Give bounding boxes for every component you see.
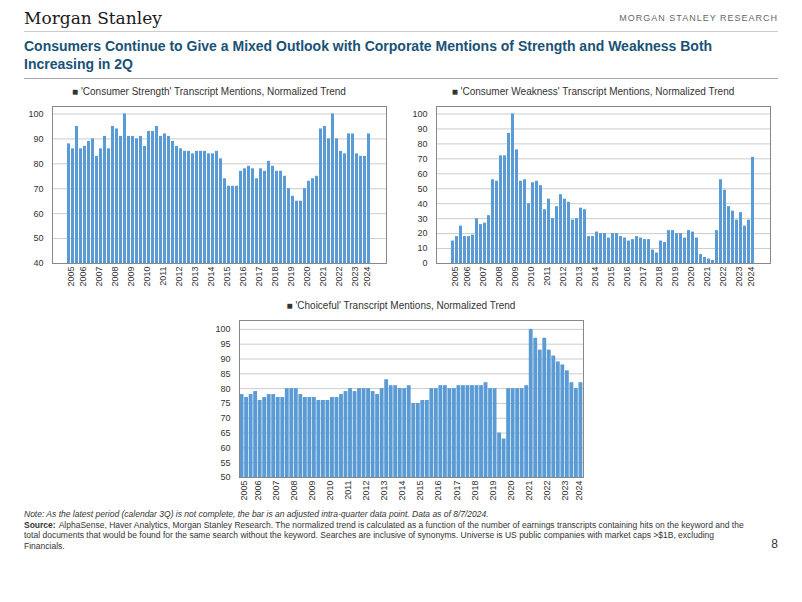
svg-text:60: 60 <box>33 209 43 219</box>
html-text:Consumers Continue to Give a M: Consumers Continue to Give a Mixed Outlo… <box>24 38 713 72</box>
svg-text:2009: 2009 <box>510 267 520 287</box>
svg-text:0: 0 <box>422 258 427 268</box>
svg-text:40: 40 <box>417 199 427 209</box>
svg-text:100: 100 <box>28 109 43 119</box>
svg-text:2016: 2016 <box>622 267 632 287</box>
svg-text:2018: 2018 <box>270 267 280 287</box>
svg-text:100: 100 <box>412 109 427 119</box>
svg-text:2022: 2022 <box>334 267 344 287</box>
svg-text:10: 10 <box>417 243 427 253</box>
svg-text:2019: 2019 <box>670 267 680 287</box>
svg-text:2005: 2005 <box>239 481 249 501</box>
svg-text:2023: 2023 <box>560 481 570 501</box>
svg-text:2006: 2006 <box>253 481 263 501</box>
svg-text:2019: 2019 <box>286 267 296 287</box>
svg-text:80: 80 <box>33 159 43 169</box>
svg-text:2024: 2024 <box>746 267 756 287</box>
svg-text:2021: 2021 <box>318 267 328 287</box>
html-text:Source: AlphaSense, Haver Anal: Source: AlphaSense, Haver Analytics, Mor… <box>24 519 744 551</box>
svg-text:2013: 2013 <box>574 267 584 287</box>
svg-text:80: 80 <box>220 384 230 394</box>
html-text:MORGAN STANLEY RESEARCH: MORGAN STANLEY RESEARCH <box>619 13 778 23</box>
svg-text:2007: 2007 <box>271 481 281 501</box>
svg-text:2009: 2009 <box>126 267 136 287</box>
svg-text:2022: 2022 <box>718 267 728 287</box>
svg-text:2017: 2017 <box>452 481 462 501</box>
svg-text:2013: 2013 <box>379 481 389 501</box>
svg-text:70: 70 <box>220 413 230 423</box>
svg-text:40: 40 <box>33 258 43 268</box>
svg-text:2021: 2021 <box>524 481 534 501</box>
svg-text:2013: 2013 <box>190 267 200 287</box>
html-text:Morgan Stanley: Morgan Stanley <box>24 8 162 28</box>
svg-text:2011: 2011 <box>158 267 168 286</box>
svg-text:2015: 2015 <box>222 267 232 287</box>
svg-text:90: 90 <box>417 124 427 134</box>
html-text:■ 'Consumer Strength' Transcri: ■ 'Consumer Strength' Transcript Mention… <box>72 86 346 97</box>
svg-text:2006: 2006 <box>78 267 88 287</box>
svg-text:85: 85 <box>220 369 230 379</box>
svg-text:90: 90 <box>33 134 43 144</box>
svg-text:2005: 2005 <box>450 267 460 287</box>
svg-text:2021: 2021 <box>702 267 712 287</box>
svg-text:60: 60 <box>220 443 230 453</box>
html-text:8: 8 <box>771 537 778 551</box>
svg-text:2020: 2020 <box>506 481 516 501</box>
svg-text:2011: 2011 <box>343 481 353 500</box>
svg-text:2018: 2018 <box>654 267 664 287</box>
svg-text:100: 100 <box>215 324 230 334</box>
svg-text:2016: 2016 <box>238 267 248 287</box>
svg-text:95: 95 <box>220 339 230 349</box>
html-text:■ 'Consumer Weakness' Transcri: ■ 'Consumer Weakness' Transcript Mention… <box>451 86 735 97</box>
svg-text:2009: 2009 <box>307 481 317 501</box>
svg-text:2008: 2008 <box>289 481 299 501</box>
svg-text:2016: 2016 <box>433 481 443 501</box>
svg-text:2012: 2012 <box>558 267 568 287</box>
svg-text:70: 70 <box>417 154 427 164</box>
svg-text:70: 70 <box>33 184 43 194</box>
svg-text:2014: 2014 <box>206 267 216 287</box>
svg-text:2018: 2018 <box>470 481 480 501</box>
svg-text:2017: 2017 <box>254 267 264 287</box>
svg-text:2024: 2024 <box>574 481 584 501</box>
svg-text:50: 50 <box>220 472 230 482</box>
svg-text:2010: 2010 <box>325 481 335 501</box>
svg-text:2014: 2014 <box>590 267 600 287</box>
svg-text:2012: 2012 <box>361 481 371 501</box>
svg-text:2020: 2020 <box>302 267 312 287</box>
svg-text:2022: 2022 <box>542 481 552 501</box>
svg-text:75: 75 <box>220 398 230 408</box>
svg-text:2017: 2017 <box>638 267 648 287</box>
svg-text:2019: 2019 <box>488 481 498 501</box>
svg-text:2023: 2023 <box>350 267 360 287</box>
svg-text:2024: 2024 <box>362 267 372 287</box>
svg-text:2011: 2011 <box>542 267 552 286</box>
svg-text:60: 60 <box>417 169 427 179</box>
svg-text:50: 50 <box>417 184 427 194</box>
svg-text:2023: 2023 <box>734 267 744 287</box>
svg-text:30: 30 <box>417 214 427 224</box>
svg-text:2012: 2012 <box>174 267 184 287</box>
svg-text:2010: 2010 <box>142 267 152 287</box>
svg-text:2020: 2020 <box>686 267 696 287</box>
svg-text:80: 80 <box>417 139 427 149</box>
svg-text:2008: 2008 <box>494 267 504 287</box>
svg-text:2007: 2007 <box>478 267 488 287</box>
html-text:■ 'Choiceful' Transcript Menti: ■ 'Choiceful' Transcript Mentions, Norma… <box>286 300 516 311</box>
svg-text:50: 50 <box>33 233 43 243</box>
svg-text:2005: 2005 <box>66 267 76 287</box>
svg-text:2008: 2008 <box>110 267 120 287</box>
svg-text:2015: 2015 <box>606 267 616 287</box>
svg-text:2006: 2006 <box>462 267 472 287</box>
svg-text:55: 55 <box>220 458 230 468</box>
svg-text:2015: 2015 <box>415 481 425 501</box>
svg-text:90: 90 <box>220 354 230 364</box>
svg-text:65: 65 <box>220 428 230 438</box>
svg-text:2010: 2010 <box>526 267 536 287</box>
html-text:Note: As the latest period (ca: Note: As the latest period (calendar 3Q)… <box>24 509 489 519</box>
svg-text:2014: 2014 <box>397 481 407 501</box>
svg-text:20: 20 <box>417 228 427 238</box>
svg-text:2007: 2007 <box>94 267 104 287</box>
